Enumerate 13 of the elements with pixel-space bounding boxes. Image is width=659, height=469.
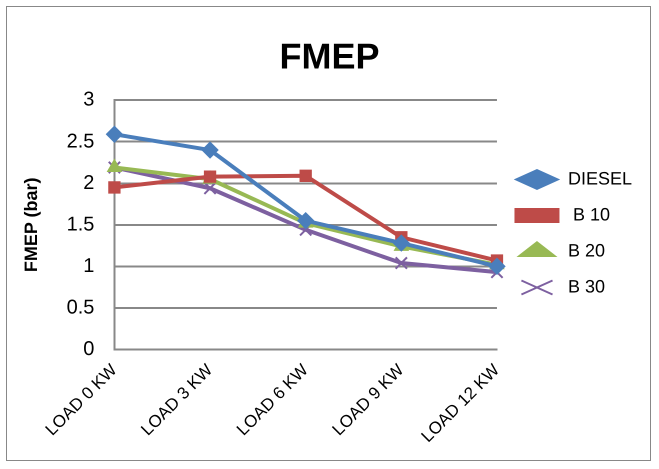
y-tick-label: 2 [83,172,94,194]
y-tick-label: 2.5 [66,130,94,152]
chart-title: FMEP [279,36,380,77]
y-tick-label: 0 [83,338,94,360]
legend-label: B 10 [568,204,610,224]
y-axis-title: FMEP (bar) [20,177,41,272]
y-tick-label: 1.5 [66,213,94,236]
y-tick-label: 0.5 [66,296,94,318]
legend-label: B 20 [568,240,606,260]
y-tick-label: 3 [83,88,94,111]
legend-label: DIESEL [568,168,632,188]
legend-label: B 30 [568,276,606,296]
y-tick-label: 1 [83,254,94,277]
